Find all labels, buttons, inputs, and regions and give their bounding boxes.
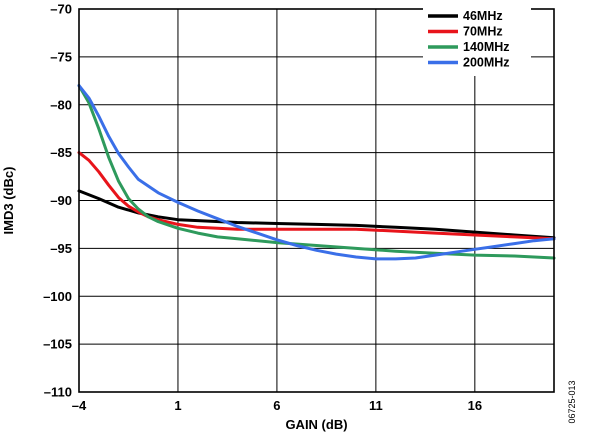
series-line-140mhz — [77, 84, 556, 260]
y-tick-label: –95 — [50, 241, 72, 256]
y-tick-label: –90 — [50, 193, 72, 208]
x-tick-label: 6 — [273, 398, 280, 413]
y-tick-label: –70 — [50, 2, 72, 17]
plot-frame — [78, 8, 555, 393]
x-tick-label: 1 — [174, 398, 181, 413]
series-line-46mhz — [77, 189, 556, 240]
legend-label: 70MHz — [463, 25, 503, 39]
series-line-70mhz — [77, 151, 556, 241]
legend-label: 46MHz — [463, 9, 503, 23]
x-axis-title: GAIN (dB) — [285, 417, 347, 432]
y-axis-title: IMD3 (dBc) — [1, 167, 16, 235]
grid-lines — [79, 9, 554, 392]
y-axis-tick-labels: –70 –75 –80 –85 –90 –95 –100 –105 –110 — [43, 2, 72, 400]
x-axis-tick-labels: –4 1 6 11 16 — [72, 398, 482, 413]
y-tick-label: –100 — [43, 289, 72, 304]
series-line-200mhz — [77, 84, 556, 261]
x-tick-label: 11 — [369, 398, 383, 413]
legend-background — [423, 8, 531, 76]
legend-label: 140MHz — [463, 40, 510, 54]
x-tick-label: –4 — [72, 398, 87, 413]
y-tick-label: –80 — [50, 97, 72, 112]
legend-label: 200MHz — [463, 56, 510, 70]
y-tick-label: –75 — [50, 49, 72, 64]
y-tick-label: –110 — [44, 385, 72, 400]
x-tick-label: 16 — [468, 398, 482, 413]
y-tick-label: –85 — [50, 145, 72, 160]
data-series — [77, 84, 556, 261]
figure-id: 06725-013 — [567, 380, 577, 423]
y-tick-label: –105 — [43, 337, 72, 352]
